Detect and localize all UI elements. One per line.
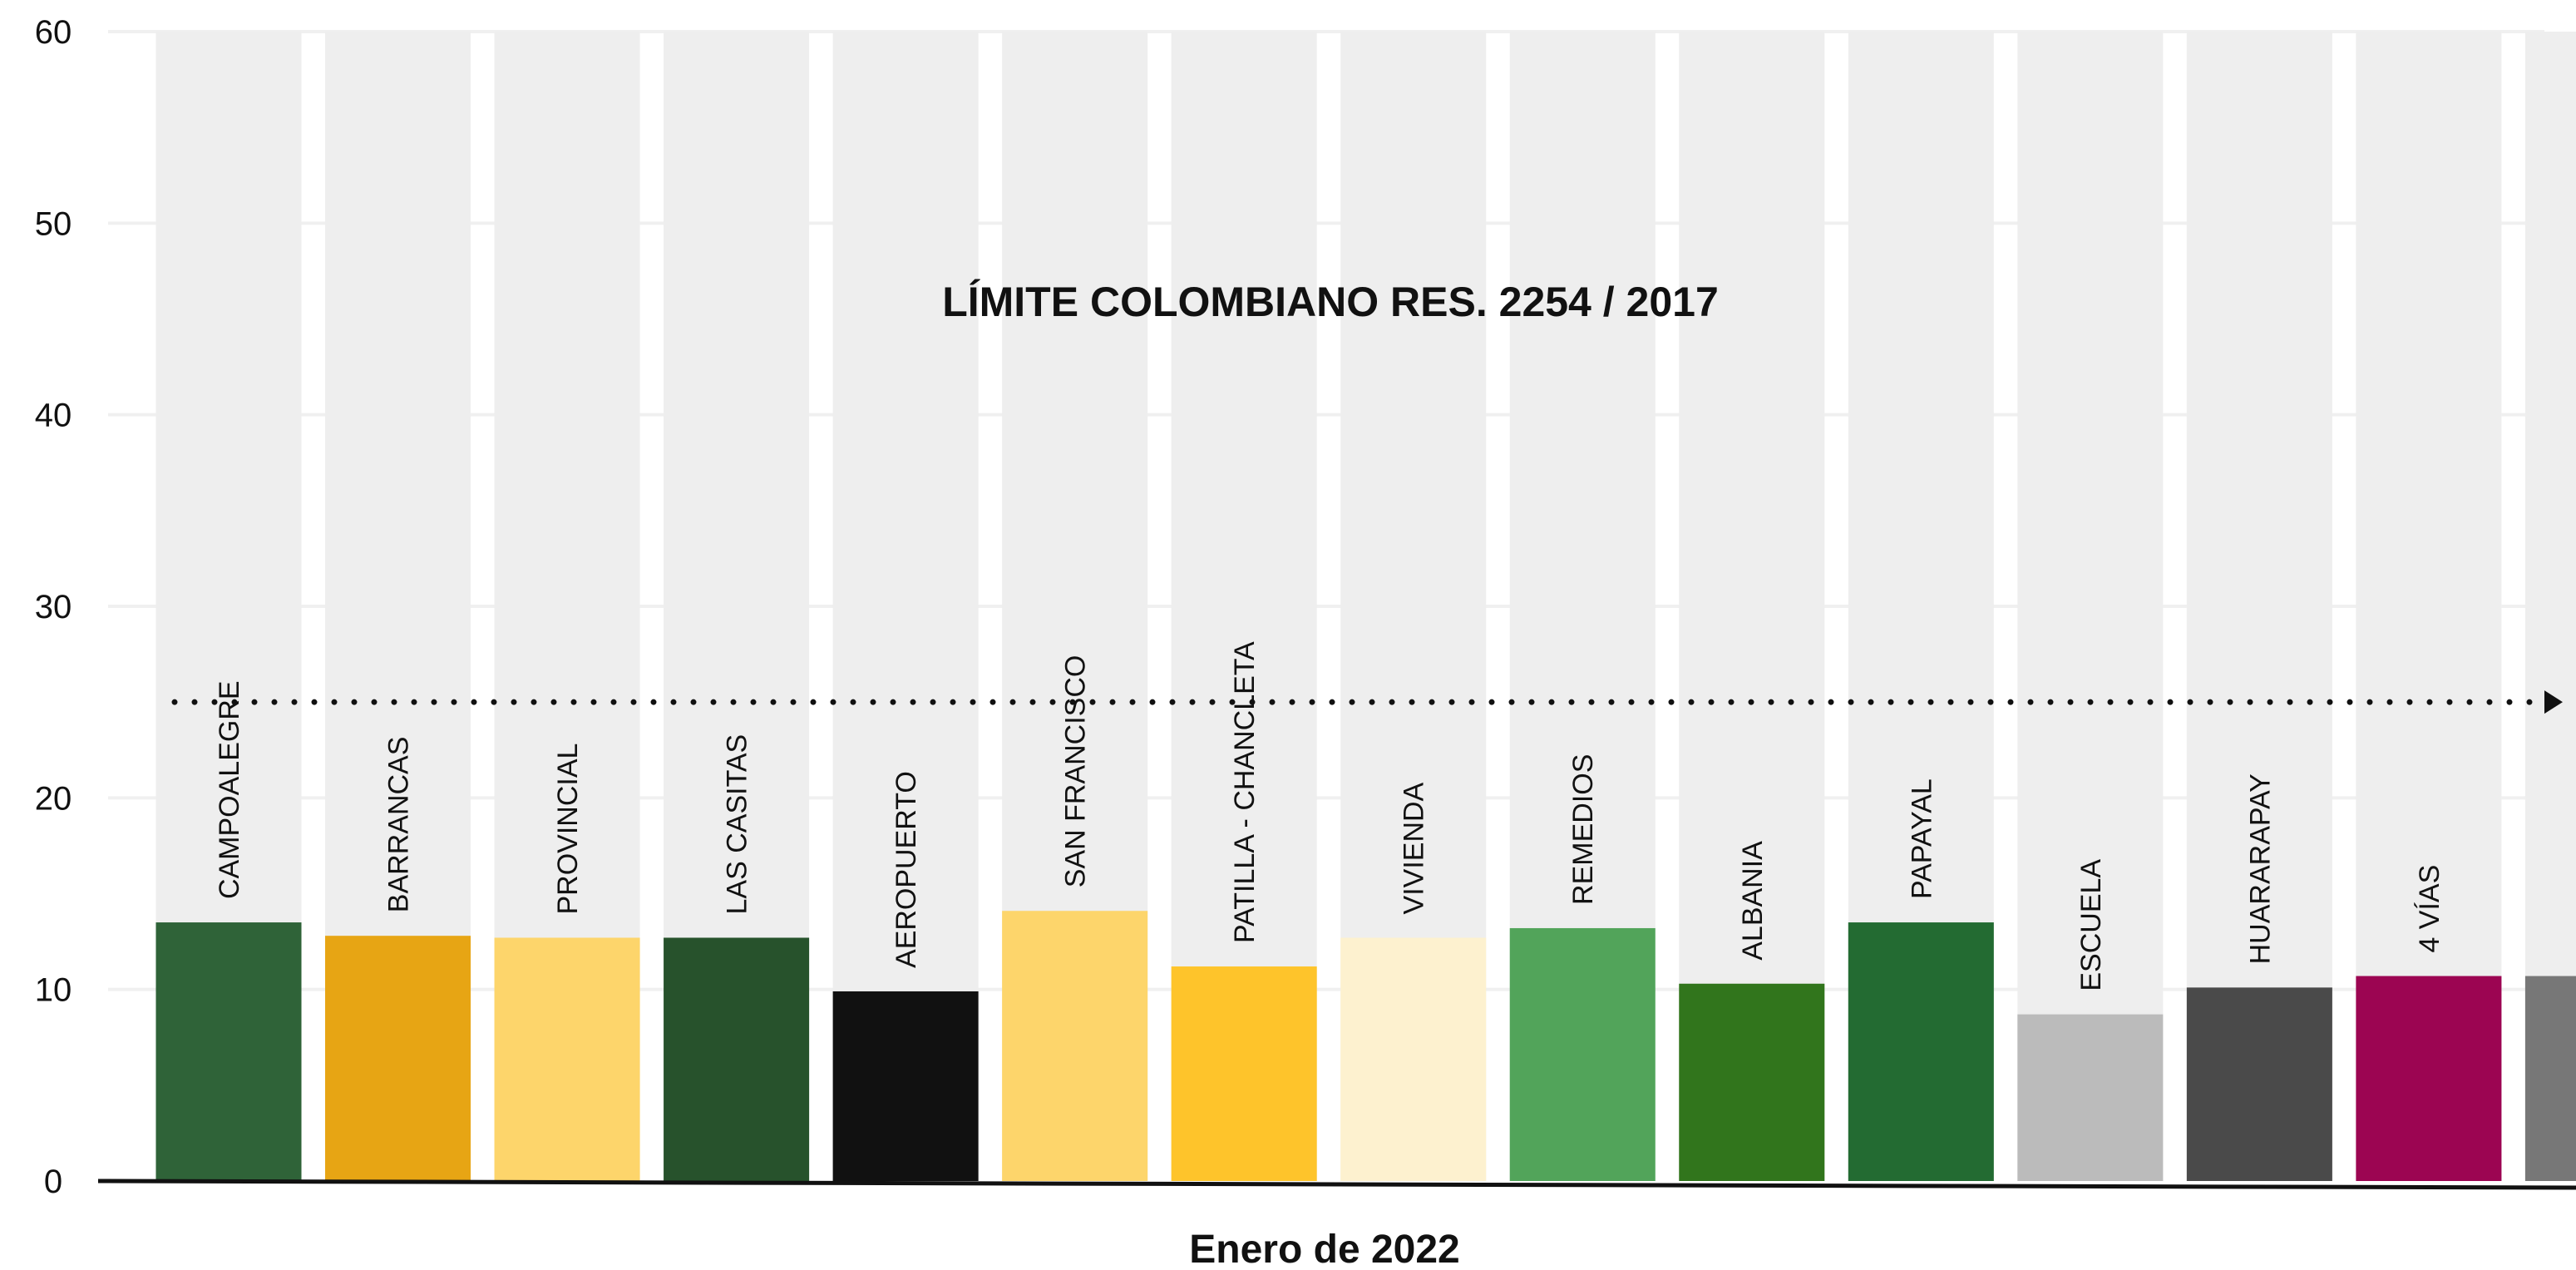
x-axis-line [97, 1179, 2576, 1190]
bar [832, 991, 979, 1181]
bars [155, 911, 2576, 1181]
bar [1002, 911, 1148, 1181]
bar [325, 936, 471, 1181]
y-tick-label: 40 [35, 398, 72, 434]
limit-arrowhead [2544, 690, 2563, 714]
y-tick-label: 30 [35, 589, 72, 625]
bar [664, 937, 810, 1181]
bar [1679, 983, 1825, 1181]
category-label: REMEDIOS [1567, 754, 1599, 905]
y-tick-label: 0 [44, 1164, 62, 1200]
y-tick-label: 60 [35, 14, 72, 51]
category-label: BARRANCAS [383, 737, 415, 913]
y-axis-ticks: 0 10 20 30 40 50 60 [35, 14, 72, 1200]
y-tick-label: 50 [35, 205, 72, 242]
category-label: PATILLA - CHANCLETA [1229, 641, 1261, 943]
category-label: HUARARAPAY [2244, 773, 2276, 964]
category-label: 4 VÍAS [2414, 865, 2445, 953]
background-column [832, 32, 979, 1181]
y-tick-label: 10 [35, 972, 72, 1009]
bar [1848, 922, 1994, 1181]
limit-annotation: LÍMITE COLOMBIANO RES. 2254 / 2017 [942, 279, 1719, 325]
bar [1171, 966, 1317, 1181]
category-label: CAMPOALEGRE [214, 680, 245, 899]
category-labels: CAMPOALEGRE BARRANCAS PROVINCIAL LAS CASITA… [214, 641, 2445, 991]
bar [1340, 937, 1487, 1181]
y-tick-label: 20 [35, 780, 72, 817]
category-label: PAPAYAL [1906, 778, 1937, 899]
category-label: LAS CASITAS [722, 734, 753, 915]
bar [1509, 927, 1656, 1181]
bar [2356, 976, 2502, 1181]
background-column [2017, 32, 2164, 1181]
category-label: ESCUELA [2075, 859, 2107, 991]
bar [2186, 987, 2332, 1181]
x-axis-title: Enero de 2022 [1189, 1228, 1460, 1270]
category-label: ALBANIA [1737, 841, 1769, 961]
bar [494, 937, 640, 1181]
category-label: PROVINCIAL [552, 744, 584, 915]
category-label: AEROPUERTO [891, 771, 922, 968]
bar [2017, 1014, 2164, 1181]
limit-line [171, 690, 2563, 714]
gridlines [108, 30, 2544, 991]
bar [155, 922, 302, 1181]
category-label: SAN FRANCISCO [1060, 655, 1092, 888]
bar [2524, 976, 2576, 1181]
category-label: VIVIENDA [1399, 782, 1430, 914]
